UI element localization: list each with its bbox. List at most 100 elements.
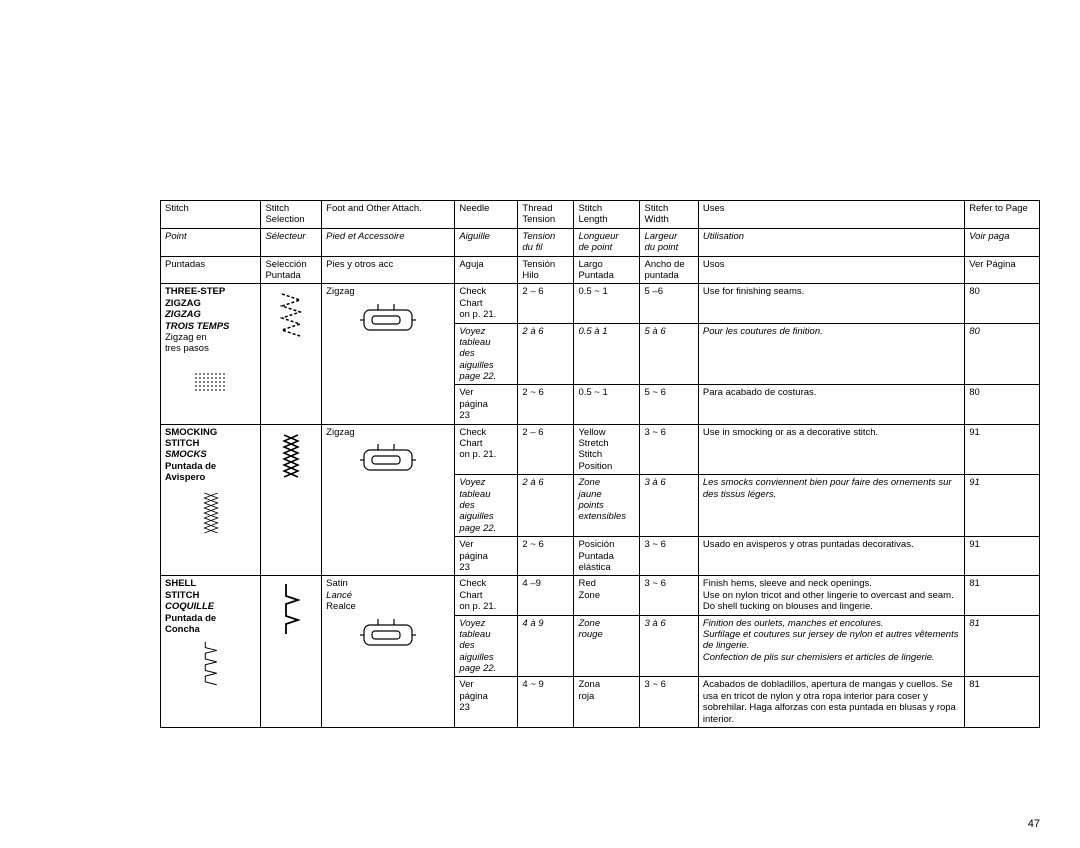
page-fr-1: 91 (965, 475, 1040, 537)
length-es-0: 0.5 ~ 1 (574, 385, 640, 424)
hdr-length-en: StitchLength (574, 201, 640, 229)
hdr-length-es: LargoPuntada (574, 256, 640, 284)
tension-fr-0: 2 à 6 (518, 323, 574, 385)
hdr-length-fr: Longueurde point (574, 228, 640, 256)
stitch-name-es-0: Zigzag entres pasos (165, 332, 256, 355)
stitch-name-2: SHELLSTITCH COQUILLE Puntada deConcha (161, 576, 261, 728)
stitch-row-1-en: SMOCKINGSTITCH SMOCKS Puntada deAvispero… (161, 424, 1040, 475)
hdr-needle-es: Aguja (455, 256, 518, 284)
tension-es-1: 2 ~ 6 (518, 537, 574, 576)
stitch-name-en-0: THREE-STEPZIGZAG (165, 286, 256, 309)
shell-pattern-icon (191, 639, 231, 689)
tension-fr-2: 4 à 9 (518, 615, 574, 677)
page-number: 47 (1028, 818, 1040, 830)
hdr-foot-es: Pies y otros acc (322, 256, 455, 284)
stitch-name-fr-1: SMOCKS (165, 449, 256, 460)
hdr-width-es: Ancho depuntada (640, 256, 698, 284)
stitch-name-1: SMOCKINGSTITCH SMOCKS Puntada deAvispero (161, 424, 261, 576)
length-en-0: 0.5 ~ 1 (574, 284, 640, 323)
tension-es-0: 2 ~ 6 (518, 385, 574, 424)
foot-cell-0: Zigzag (322, 284, 455, 424)
needle-es-0: Verpágina23 (455, 385, 518, 424)
needle-en-2: CheckCharton p. 21. (455, 576, 518, 615)
hdr-width-fr: Largeurdu point (640, 228, 698, 256)
length-fr-1: Zonejaunepointsextensibles (574, 475, 640, 537)
foot-es-2: Realce (326, 601, 450, 612)
stitch-name-en-2: SHELLSTITCH (165, 578, 256, 601)
uses-es-2: Acabados de dobladillos, apertura de man… (698, 677, 964, 728)
width-es-0: 5 ~ 6 (640, 385, 698, 424)
uses-fr-1: Les smocks conviennent bien pour faire d… (698, 475, 964, 537)
uses-en-1: Use in smocking or as a decorative stitc… (698, 424, 964, 475)
hdr-uses-fr: Utilisation (698, 228, 964, 256)
width-en-0: 5 –6 (640, 284, 698, 323)
three-step-zigzag-icon (276, 286, 306, 346)
hdr-tension-en: ThreadTension (518, 201, 574, 229)
needle-es-2: Verpágina23 (455, 677, 518, 728)
stitch-name-0: THREE-STEPZIGZAG ZIGZAGTROIS TEMPS Zigza… (161, 284, 261, 424)
hdr-page-fr: Voir paga (965, 228, 1040, 256)
hdr-stitch-fr: Point (161, 228, 261, 256)
length-en-2: RedZone (574, 576, 640, 615)
page-es-0: 80 (965, 385, 1040, 424)
stitch-table: Stitch StitchSelection Foot and Other At… (160, 200, 1040, 728)
width-fr-2: 3 à 6 (640, 615, 698, 677)
foot-en-0: Zigzag (326, 286, 450, 297)
smocking-pattern-icon (191, 488, 231, 538)
width-es-1: 3 ~ 6 (640, 537, 698, 576)
length-en-1: YellowStretchStitchPosition (574, 424, 640, 475)
hdr-selection-fr: Sélecteur (261, 228, 322, 256)
three-step-pattern-icon (191, 359, 231, 409)
hdr-tension-fr: Tensiondu fil (518, 228, 574, 256)
foot-en-1: Zigzag (326, 427, 450, 438)
hdr-foot-en: Foot and Other Attach. (322, 201, 455, 229)
stitch-name-es-1: Puntada deAvispero (165, 461, 256, 484)
page-en-0: 80 (965, 284, 1040, 323)
page-en-2: 81 (965, 576, 1040, 615)
stitch-row-0-en: THREE-STEPZIGZAG ZIGZAGTROIS TEMPS Zigza… (161, 284, 1040, 323)
selection-icon-1 (261, 424, 322, 576)
uses-fr-2: Finition des ourlets, manches et encolur… (698, 615, 964, 677)
stitch-row-2-en: SHELLSTITCH COQUILLE Puntada deConcha Sa… (161, 576, 1040, 615)
hdr-selection-es: SelecciónPuntada (261, 256, 322, 284)
hdr-stitch-es: Puntadas (161, 256, 261, 284)
foot-fr-2: Lancé (326, 590, 450, 601)
selection-icon-0 (261, 284, 322, 424)
length-es-2: Zonaroja (574, 677, 640, 728)
page-fr-2: 81 (965, 615, 1040, 677)
smocking-icon (276, 427, 306, 487)
hdr-uses-en: Uses (698, 201, 964, 229)
uses-en-2: Finish hems, sleeve and neck openings.Us… (698, 576, 964, 615)
length-fr-2: Zonerouge (574, 615, 640, 677)
page-es-1: 91 (965, 537, 1040, 576)
page-fr-0: 80 (965, 323, 1040, 385)
stitch-name-es-2: Puntada deConcha (165, 613, 256, 636)
foot-cell-2: Satin Lancé Realce (322, 576, 455, 728)
needle-en-0: CheckCharton p. 21. (455, 284, 518, 323)
needle-fr-1: Voyeztableaudesaiguillespage 22. (455, 475, 518, 537)
tension-en-0: 2 – 6 (518, 284, 574, 323)
foot-en-2: Satin (326, 578, 450, 589)
presser-foot-icon (358, 438, 418, 480)
page-en-1: 91 (965, 424, 1040, 475)
needle-fr-0: Voyeztableaudesaiguillespage 22. (455, 323, 518, 385)
hdr-needle-fr: Aiguille (455, 228, 518, 256)
width-fr-1: 3 à 6 (640, 475, 698, 537)
tension-fr-1: 2 à 6 (518, 475, 574, 537)
header-row-es: Puntadas SelecciónPuntada Pies y otros a… (161, 256, 1040, 284)
tension-es-2: 4 ~ 9 (518, 677, 574, 728)
selection-icon-2 (261, 576, 322, 728)
page-es-2: 81 (965, 677, 1040, 728)
tension-en-1: 2 – 6 (518, 424, 574, 475)
page-container: Stitch StitchSelection Foot and Other At… (0, 0, 1080, 748)
header-row-en: Stitch StitchSelection Foot and Other At… (161, 201, 1040, 229)
stitch-name-en-1: SMOCKINGSTITCH (165, 427, 256, 450)
hdr-selection-en: StitchSelection (261, 201, 322, 229)
presser-foot-icon (358, 298, 418, 340)
uses-en-0: Use for finishing seams. (698, 284, 964, 323)
hdr-tension-es: TensiónHilo (518, 256, 574, 284)
hdr-foot-fr: Pied et Accessoire (322, 228, 455, 256)
width-en-2: 3 ~ 6 (640, 576, 698, 615)
hdr-stitch-en: Stitch (161, 201, 261, 229)
needle-fr-2: Voyeztableaudesaiguillespage 22. (455, 615, 518, 677)
